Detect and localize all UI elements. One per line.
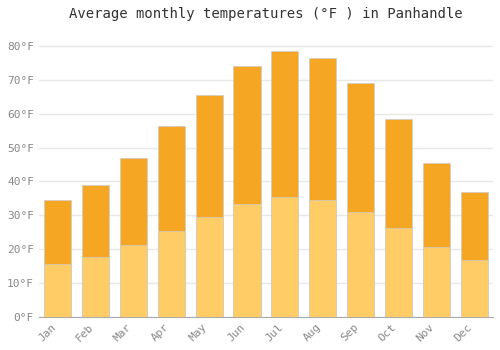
Bar	[158, 231, 185, 317]
Bar	[271, 51, 298, 317]
Bar	[120, 158, 147, 317]
Bar	[44, 200, 72, 317]
Bar	[234, 204, 260, 317]
Bar	[158, 126, 185, 317]
Bar	[422, 163, 450, 317]
Bar	[82, 185, 109, 317]
Bar	[385, 228, 412, 317]
Bar	[44, 264, 72, 317]
Bar	[234, 66, 260, 317]
Bar	[460, 260, 488, 317]
Bar	[347, 212, 374, 317]
Bar	[422, 247, 450, 317]
Bar	[120, 245, 147, 317]
Bar	[196, 95, 223, 317]
Bar	[309, 58, 336, 317]
Bar	[309, 200, 336, 317]
Bar	[271, 197, 298, 317]
Bar	[385, 119, 412, 317]
Bar	[347, 83, 374, 317]
Bar	[460, 191, 488, 317]
Bar	[196, 217, 223, 317]
Bar	[82, 257, 109, 317]
Title: Average monthly temperatures (°F ) in Panhandle: Average monthly temperatures (°F ) in Pa…	[69, 7, 462, 21]
